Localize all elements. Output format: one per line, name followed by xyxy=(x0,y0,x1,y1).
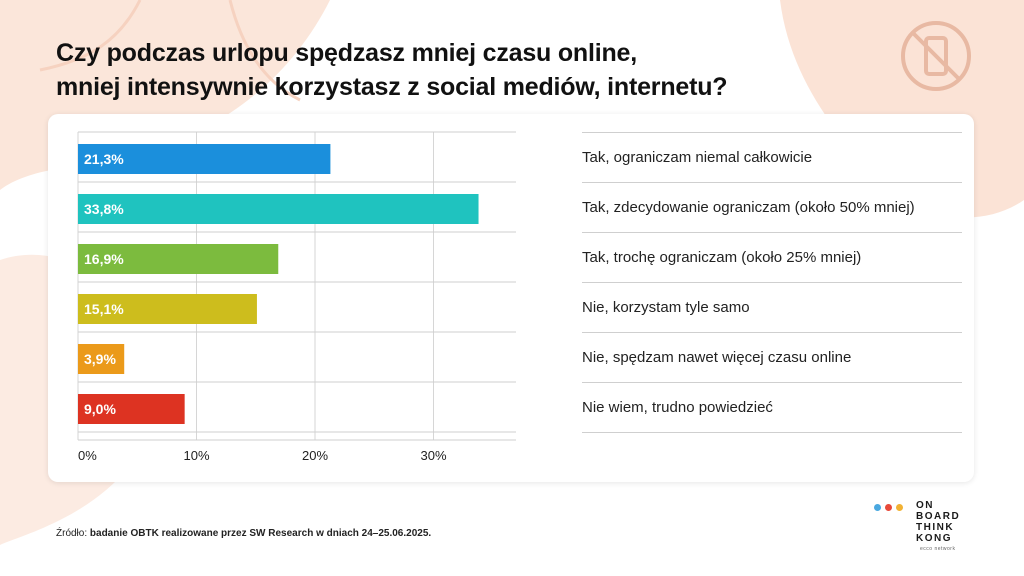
x-tick-label: 10% xyxy=(183,448,209,463)
bar xyxy=(78,244,279,274)
bar-value-label: 16,9% xyxy=(84,251,124,267)
bar xyxy=(78,194,479,224)
bar-chart: 0% 10% 20% 30% 21,3% 33,8% 16,9% 15,1% 3,9% 9,0% xyxy=(77,131,516,463)
x-tick-label: 0% xyxy=(78,448,97,463)
brand-subtitle: ecco network xyxy=(920,546,956,552)
category-label: Nie wiem, trudno powiedzieć xyxy=(582,382,962,433)
brand-line-2: BOARD xyxy=(916,511,961,522)
chart-card: 0% 10% 20% 30% 21,3% 33,8% 16,9% 15,1% 3,9% 9,0% … xyxy=(48,114,974,482)
title-line-1: Czy podczas urlopu spędzasz mniej czasu … xyxy=(56,39,638,67)
bar-value-label: 15,1% xyxy=(84,301,124,317)
category-label: Tak, ograniczam niemal całkowicie xyxy=(582,132,962,183)
category-label: Tak, trochę ograniczam (około 25% mniej) xyxy=(582,232,962,283)
page-title: Czy podczas urlopu spędzasz mniej czasu … xyxy=(56,36,876,104)
brand-dot xyxy=(896,504,903,511)
bar xyxy=(78,144,331,174)
source-note: Źródło: badanie OBTK realizowane przez S… xyxy=(56,528,431,539)
title-line-2: mniej intensywnie korzystasz z social me… xyxy=(56,73,728,101)
label-top-border xyxy=(582,132,962,133)
brand-line-3: THINK xyxy=(916,522,955,533)
brand-dots xyxy=(874,504,903,511)
x-tick-label: 30% xyxy=(420,448,446,463)
no-phone-icon xyxy=(901,21,971,91)
brand-dot xyxy=(874,504,881,511)
brand-wordmark: ON BOARD THINK KONG xyxy=(916,500,960,544)
brand-line-1: ON xyxy=(916,500,934,511)
brand-logo: ON BOARD THINK KONG ecco network xyxy=(874,500,984,560)
category-label: Nie, spędzam nawet więcej czasu online xyxy=(582,332,962,383)
bar xyxy=(78,344,125,374)
category-label: Nie, korzystam tyle samo xyxy=(582,282,962,333)
category-label: Tak, zdecydowanie ograniczam (około 50% … xyxy=(582,182,962,233)
brand-line-4: KONG xyxy=(916,533,952,544)
bar-value-label: 33,8% xyxy=(84,201,124,217)
source-prefix: Źródło: xyxy=(56,528,90,539)
source-text: badanie OBTK realizowane przez SW Resear… xyxy=(89,528,432,539)
brand-dot xyxy=(885,504,892,511)
bar xyxy=(78,294,257,324)
x-tick-label: 20% xyxy=(302,448,328,463)
bar xyxy=(78,394,185,424)
bar-value-label: 3,9% xyxy=(84,351,116,367)
bar-value-label: 9,0% xyxy=(84,401,116,417)
bar-value-label: 21,3% xyxy=(84,151,124,167)
